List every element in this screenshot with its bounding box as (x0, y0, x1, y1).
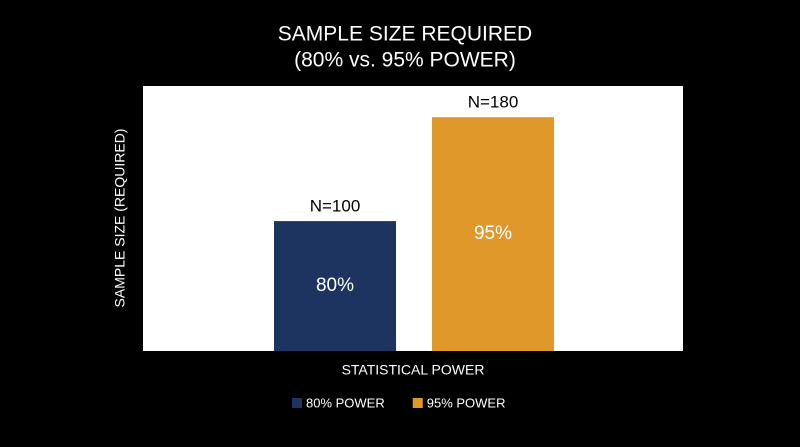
x-axis-label: STATISTICAL POWER (342, 362, 485, 378)
legend-label: 95% POWER (427, 395, 506, 410)
legend-swatch (412, 398, 423, 408)
bar (274, 221, 396, 351)
data-label: N=100 (310, 197, 361, 216)
plot-area (143, 86, 683, 351)
data-label: N=180 (468, 93, 519, 112)
y-axis-label: SAMPLE SIZE (REQUIRED) (112, 129, 128, 308)
chart-title: SAMPLE SIZE REQUIRED (278, 23, 532, 46)
bar-inner-label: 95% (474, 223, 512, 244)
chart-subtitle: (80% vs. 95% POWER) (294, 49, 516, 72)
bar (432, 117, 554, 351)
legend-label: 80% POWER (306, 395, 385, 410)
legend-swatch (292, 398, 302, 408)
bar-inner-label: 80% (316, 275, 354, 296)
